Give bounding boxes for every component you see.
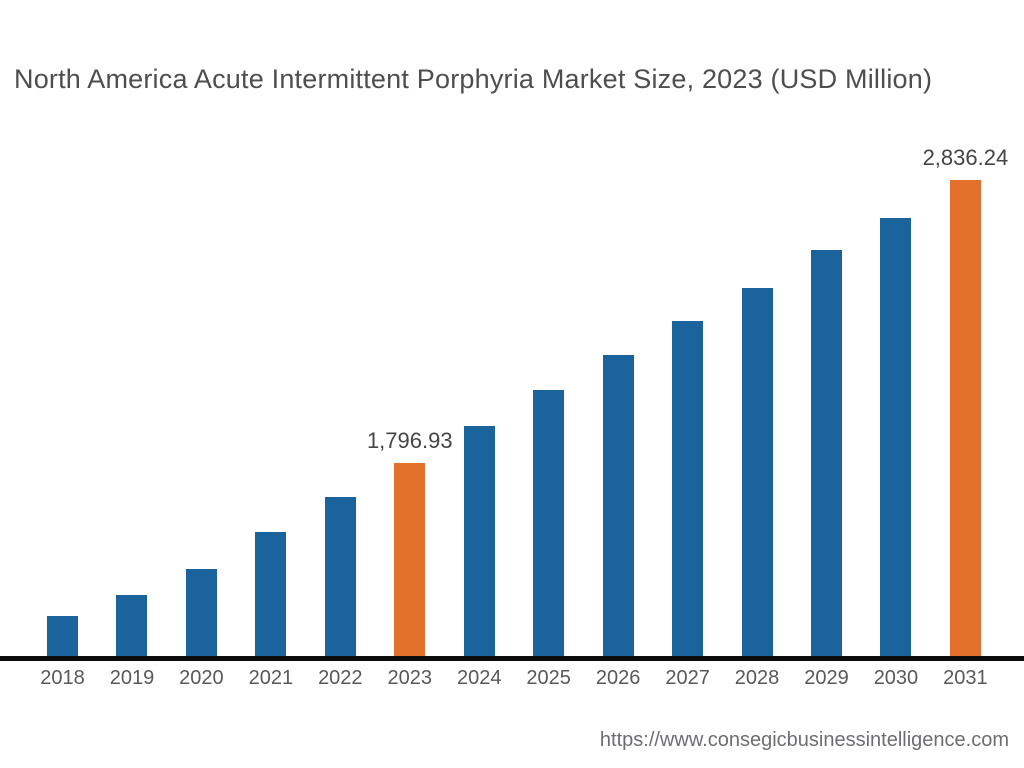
bar-2020 [185,569,217,656]
x-tick-2027: 2027 [665,667,710,689]
x-tick-2031: 2031 [943,667,988,689]
bar-2026 [602,355,634,656]
bar-2022 [324,497,356,656]
bar-2025 [533,390,565,656]
x-tick-2026: 2026 [595,667,641,689]
x-axis-labels: 2018 2019 2020 2021 2022 2023 2024 2025 2026 2027… [40,667,988,690]
x-tick-2025: 2025 [526,667,571,689]
x-axis-line [0,656,1024,661]
x-tick-2018: 2018 [40,667,85,689]
bar-2024 [463,426,495,656]
x-tick-2028: 2028 [734,667,780,689]
x-tick-2021: 2021 [248,667,294,689]
source-url: https://www.consegicbusinessintelligence… [599,729,1009,751]
bar-value-label-2023: 1,796.93 [366,428,453,453]
bar-2019 [116,595,148,656]
x-tick-2023: 2023 [387,667,433,689]
x-tick-2020: 2020 [179,667,224,689]
bar-2023: 1,796.93 [367,428,453,656]
x-tick-2029: 2029 [804,667,849,689]
x-tick-2019: 2019 [109,667,155,689]
x-tick-2024: 2024 [456,667,502,689]
bar-2021 [255,532,287,656]
bar-2028 [741,288,773,656]
plot-area: 1,796.93 2,836.24 [47,145,1008,656]
bar-2027 [672,321,704,656]
bar-value-label-2031: 2,836.24 [922,145,1009,170]
x-tick-2030: 2030 [873,667,919,689]
bar-2018 [47,616,78,656]
bar-2029 [810,250,842,656]
bar-2031: 2,836.24 [923,145,1008,656]
chart-title: North America Acute Intermittent Porphyr… [14,64,933,94]
bar-2030 [880,218,912,656]
x-tick-2022: 2022 [318,667,363,689]
